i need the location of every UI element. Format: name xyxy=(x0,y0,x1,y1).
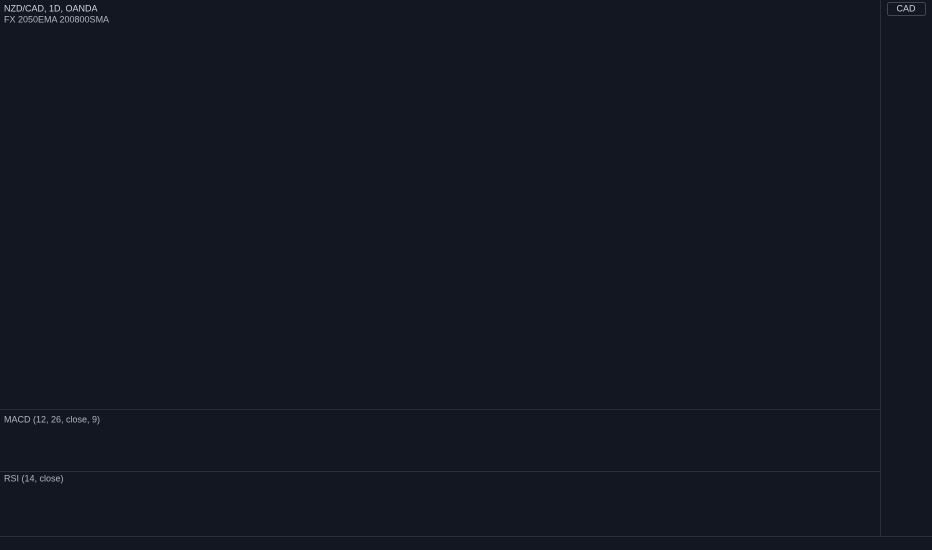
rsi-title: RSI (14, close) xyxy=(4,473,64,483)
currency[interactable]: CAD xyxy=(896,3,916,13)
macd-title: MACD (12, 26, close, 9) xyxy=(4,414,100,424)
currency-box[interactable] xyxy=(887,2,926,16)
indicator-title: FX 2050EMA 200800SMA xyxy=(4,14,109,24)
symbol-title: NZD/CAD, 1D, OANDA xyxy=(4,3,98,13)
